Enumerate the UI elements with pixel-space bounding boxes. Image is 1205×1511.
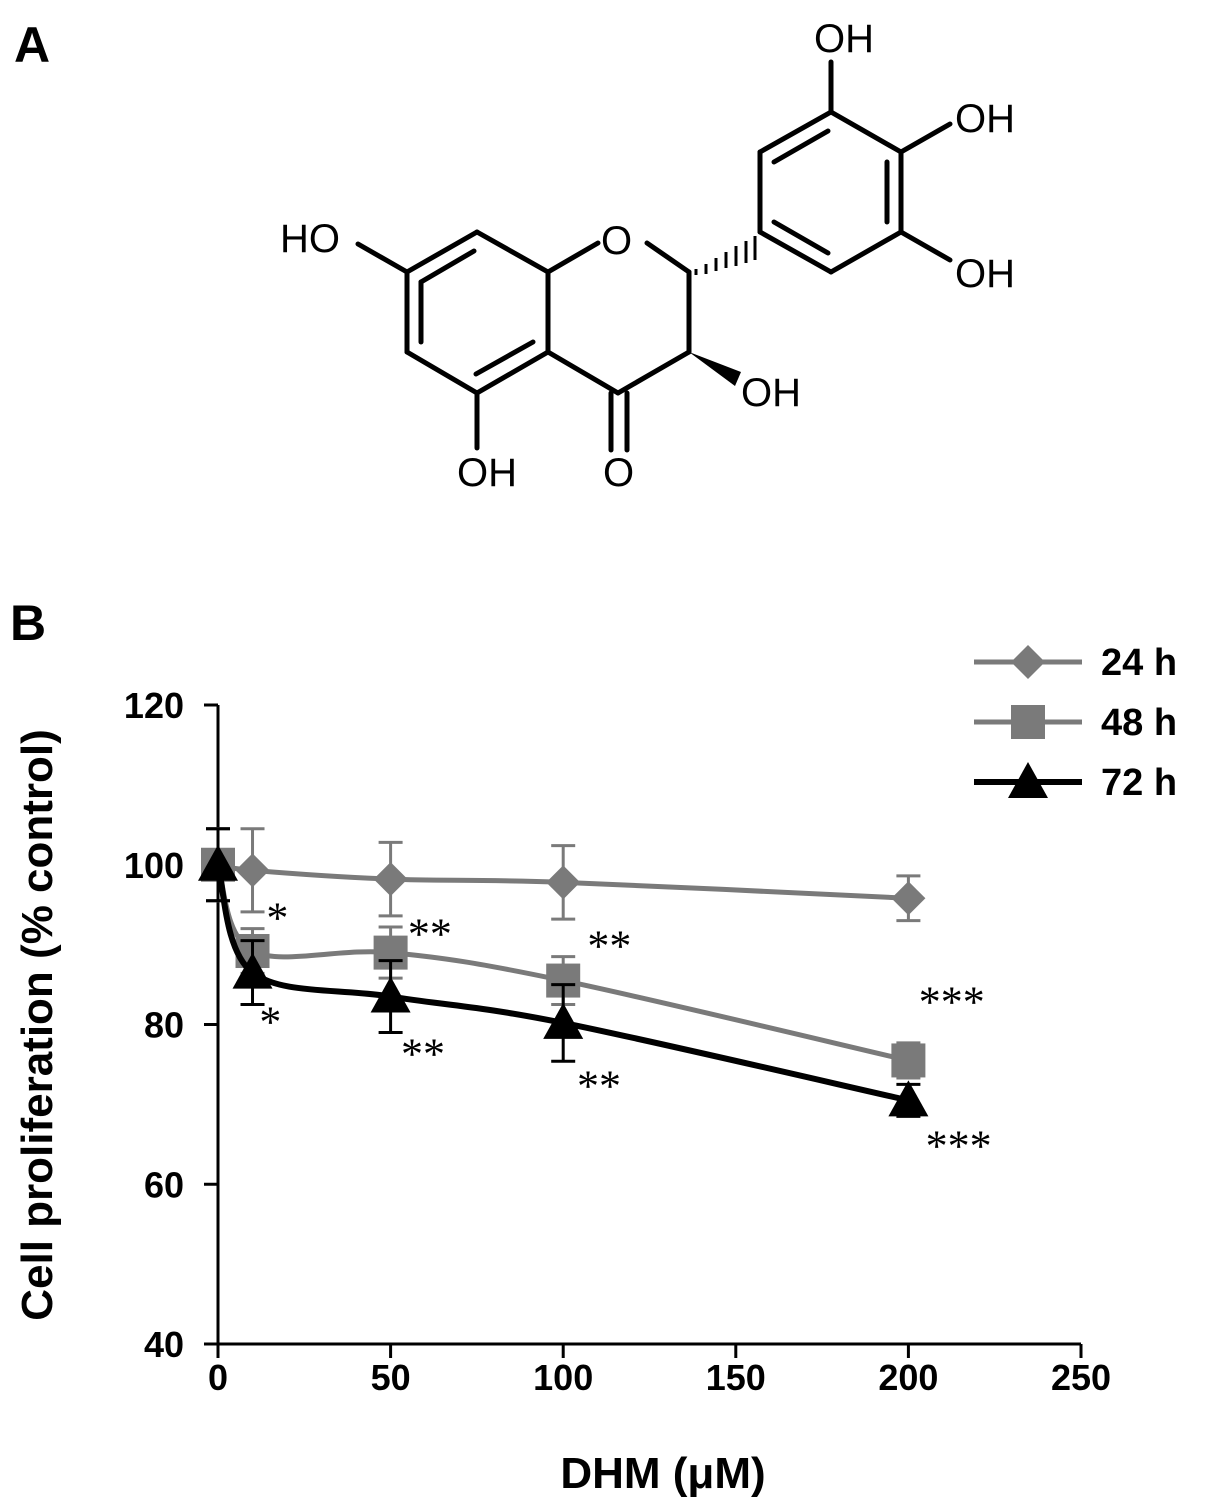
data-point-square: [891, 1043, 926, 1078]
legend-item: 24 h: [974, 642, 1177, 684]
significance-annotations: ****************: [259, 894, 991, 1171]
legend-item: 72 h: [974, 762, 1177, 804]
x-tick-label: 100: [533, 1357, 593, 1398]
y-axis-title: Cell proliferation (% control): [13, 729, 62, 1321]
data-point-diamond: [235, 853, 270, 888]
data-point-diamond: [546, 865, 581, 900]
y-tick-label: 60: [144, 1164, 184, 1205]
y-tick-label: 40: [144, 1324, 184, 1365]
ring-oxygen-label: O: [601, 219, 632, 263]
x-ticks: 0 50 100 150 200 250: [208, 1344, 1111, 1398]
series-72-h: [198, 827, 929, 1118]
data-point-triangle: [198, 844, 238, 881]
oh-lower-right-label: OH: [955, 252, 1015, 296]
data-point-diamond: [373, 862, 408, 897]
significance-marker: **: [587, 922, 631, 971]
data-point-triangle: [370, 976, 411, 1013]
ho-left-label: HO: [280, 217, 340, 261]
legend-marker-diamond: [1011, 645, 1045, 679]
legend: 24 h 48 h 72 h: [974, 642, 1177, 804]
legend-label: 24 h: [1101, 642, 1177, 684]
significance-marker: *: [266, 894, 288, 943]
x-axis-title: DHM (μM): [560, 1449, 765, 1498]
x-tick-label: 250: [1051, 1357, 1111, 1398]
legend-marker-triangle: [1008, 762, 1048, 798]
data-point-triangle: [888, 1080, 929, 1117]
significance-marker: ***: [926, 1121, 992, 1170]
oh-c3-label: OH: [741, 371, 801, 415]
legend-marker-square: [1011, 705, 1045, 739]
y-ticks: 40 60 80 100 120: [124, 685, 218, 1365]
legend-label: 48 h: [1101, 702, 1177, 744]
significance-marker: ***: [919, 978, 985, 1027]
data-point-triangle: [232, 952, 273, 989]
x-tick-label: 0: [208, 1357, 228, 1398]
panel-a-label: A: [14, 17, 50, 73]
y-tick-label: 100: [124, 845, 184, 886]
hashed-wedge-bond: [694, 236, 757, 275]
series-line: [215, 863, 910, 1104]
y-tick-label: 80: [144, 1005, 184, 1046]
series-24-h: [201, 827, 926, 923]
x-tick-label: 50: [371, 1357, 411, 1398]
panel-a: A: [14, 17, 1015, 495]
panel-b-label: B: [10, 595, 46, 651]
data-point-diamond: [891, 881, 926, 916]
significance-marker: **: [577, 1061, 621, 1110]
data-point-triangle: [543, 1002, 584, 1039]
significance-marker: **: [408, 910, 452, 959]
carbonyl-o-label: O: [603, 451, 634, 495]
significance-marker: *: [259, 997, 281, 1046]
chemical-structure: [355, 59, 953, 453]
legend-label: 72 h: [1101, 762, 1177, 804]
series-layer: [198, 827, 929, 1118]
oh-top-label: OH: [814, 17, 874, 61]
oh-right-label: OH: [955, 97, 1015, 141]
legend-item: 48 h: [974, 702, 1177, 744]
x-tick-label: 200: [878, 1357, 938, 1398]
significance-marker: **: [401, 1029, 445, 1078]
oh-c5-label: OH: [457, 451, 517, 495]
y-tick-label: 120: [124, 685, 184, 726]
bold-wedge-bond: [689, 352, 741, 386]
x-tick-label: 150: [706, 1357, 766, 1398]
